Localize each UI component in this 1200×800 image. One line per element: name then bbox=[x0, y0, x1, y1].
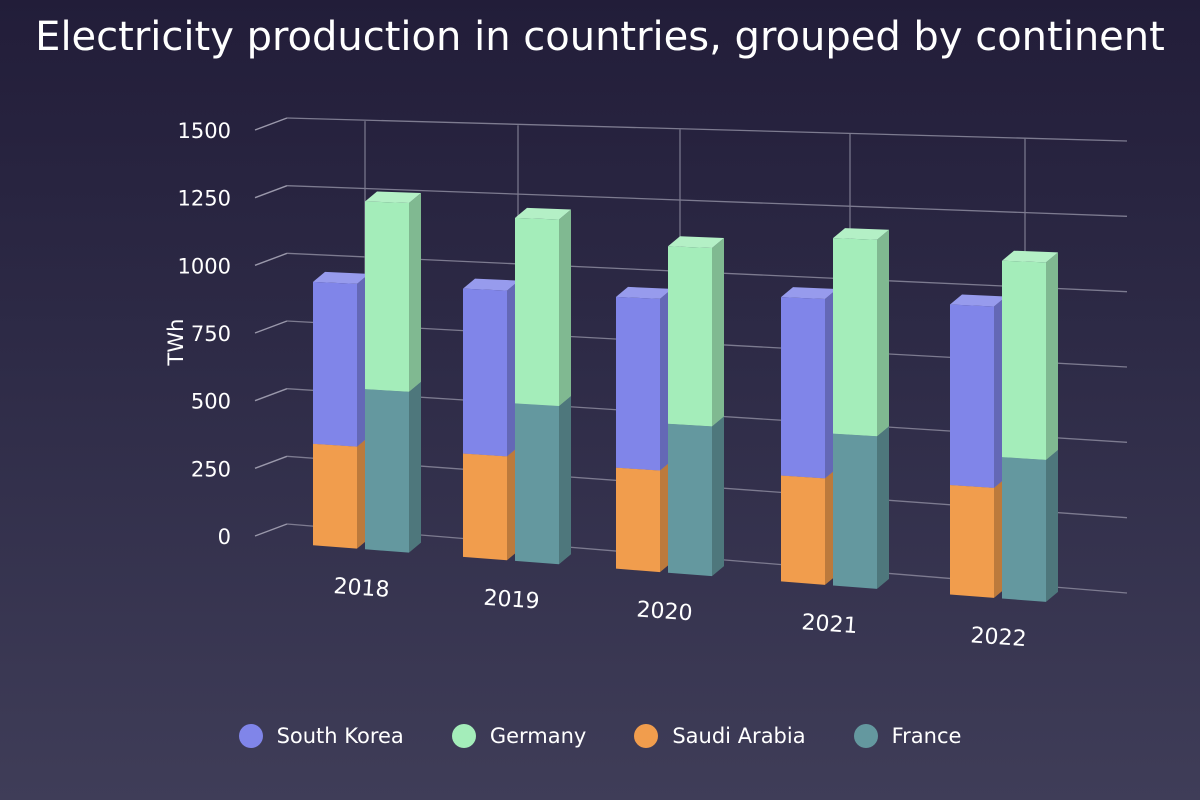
gridline bbox=[286, 185, 1128, 217]
legend-swatch bbox=[634, 724, 659, 748]
grid-tick bbox=[254, 320, 288, 334]
legend-item[interactable]: Germany bbox=[451, 724, 587, 748]
legend-label: France bbox=[891, 724, 962, 748]
legend-item[interactable]: Saudi Arabia bbox=[634, 724, 806, 748]
bar-south-korea-2019 bbox=[463, 278, 519, 457]
legend-label: South Korea bbox=[276, 724, 404, 748]
bar-south-korea-2020 bbox=[616, 286, 672, 471]
y-tick-label: 1000 bbox=[178, 254, 231, 278]
y-tick-label: 250 bbox=[191, 457, 231, 481]
bar-france-2020 bbox=[668, 413, 724, 577]
legend-item[interactable]: South Korea bbox=[238, 724, 404, 748]
bar-saudi-arabia-2019 bbox=[463, 443, 519, 561]
x-tick-label: 2019 bbox=[483, 586, 541, 615]
bar-germany-2021 bbox=[833, 228, 889, 437]
legend-swatch bbox=[853, 724, 878, 748]
y-tick-label: 0 bbox=[218, 525, 231, 549]
bar-germany-2022 bbox=[1002, 250, 1058, 460]
grid-tick bbox=[254, 455, 288, 469]
bar-germany-2019 bbox=[515, 207, 571, 406]
bar-saudi-arabia-2021 bbox=[781, 465, 837, 585]
bar-germany-2020 bbox=[668, 236, 724, 427]
bar-saudi-arabia-2018 bbox=[313, 433, 369, 549]
bar-france-2021 bbox=[833, 423, 889, 589]
y-tick-label: 500 bbox=[191, 390, 231, 414]
legend-item[interactable]: France bbox=[853, 724, 962, 748]
legend-swatch bbox=[451, 724, 476, 748]
x-tick-label: 2022 bbox=[970, 623, 1028, 652]
bar-south-korea-2018 bbox=[313, 271, 369, 447]
grid-tick bbox=[254, 388, 288, 402]
y-tick-label: 750 bbox=[191, 322, 231, 346]
bar-france-2022 bbox=[1002, 447, 1058, 602]
bar-saudi-arabia-2020 bbox=[616, 457, 672, 573]
legend-label: Germany bbox=[489, 724, 587, 748]
y-axis-label: TWh bbox=[164, 319, 188, 367]
gridline bbox=[286, 117, 1128, 142]
chart-title: Electricity production in countries, gro… bbox=[35, 14, 1165, 60]
bar-france-2018 bbox=[365, 379, 421, 553]
y-tick-label: 1250 bbox=[178, 187, 231, 211]
grid-tick bbox=[254, 523, 288, 537]
grid-tick bbox=[254, 117, 288, 131]
bar-germany-2018 bbox=[365, 191, 421, 392]
grid-tick bbox=[254, 185, 288, 199]
x-tick-label: 2018 bbox=[333, 574, 391, 603]
legend: South Korea Germany Saudi Arabia France bbox=[0, 724, 1200, 748]
legend-label: Saudi Arabia bbox=[672, 724, 806, 748]
bar-south-korea-2021 bbox=[781, 287, 837, 479]
x-tick-label: 2020 bbox=[636, 597, 694, 626]
legend-swatch bbox=[238, 724, 263, 748]
bar-saudi-arabia-2022 bbox=[950, 475, 1006, 598]
grid-tick bbox=[254, 252, 288, 266]
y-tick-label: 1500 bbox=[178, 119, 231, 143]
x-tick-label: 2021 bbox=[801, 610, 859, 639]
bar-france-2019 bbox=[515, 393, 571, 565]
bar-south-korea-2022 bbox=[950, 294, 1006, 488]
